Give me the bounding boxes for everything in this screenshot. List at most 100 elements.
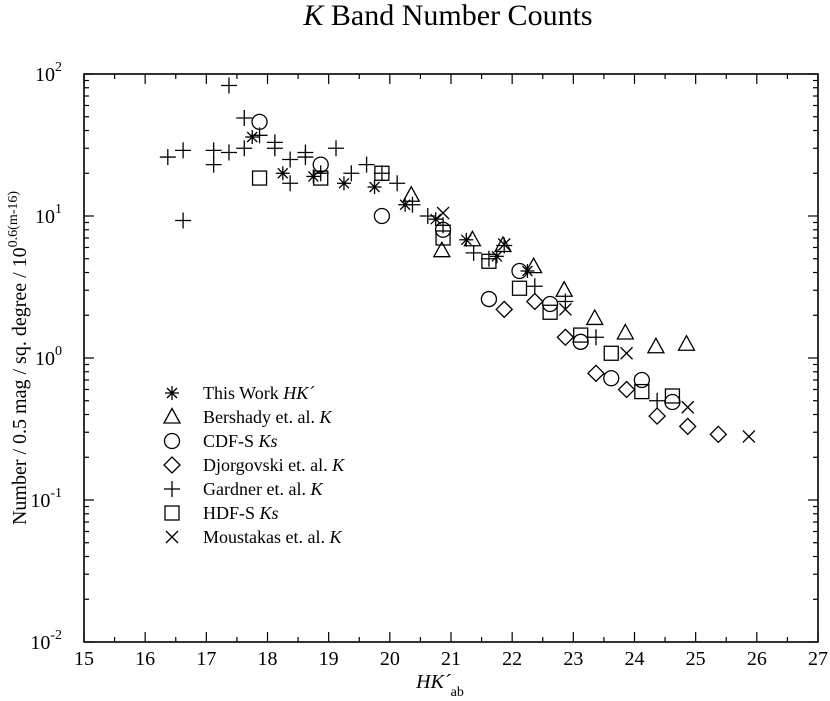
x-tick-label: 26 [747, 648, 767, 670]
data-point [649, 392, 666, 409]
y-tick-label: 100 [35, 344, 62, 370]
series-6 [436, 206, 756, 443]
data-point [432, 240, 451, 258]
data-point [205, 142, 222, 159]
data-point [681, 400, 695, 414]
x-tick-label: 15 [74, 648, 94, 670]
data-point [220, 144, 237, 161]
legend-label: Gardner et. al. K [203, 479, 323, 499]
data-point [435, 230, 451, 246]
data-point [664, 393, 681, 411]
data-point [373, 207, 391, 225]
x-tick-label: 17 [196, 648, 216, 670]
data-point [617, 380, 636, 399]
data-point [603, 370, 620, 387]
x-tick-label: 16 [135, 648, 155, 670]
x-axis-label: HK´ab [415, 671, 464, 700]
series-3 [495, 292, 728, 444]
data-point [633, 371, 650, 389]
y-tick-label: 102 [35, 60, 62, 86]
data-point [495, 300, 514, 319]
x-tick-label: 25 [686, 648, 706, 670]
data-point [436, 206, 450, 220]
data-point [374, 165, 390, 181]
data-point [496, 237, 513, 254]
data-point [251, 127, 268, 144]
data-point [541, 295, 559, 313]
x-tick-label: 24 [625, 648, 645, 670]
legend-label: CDF-S Ks [203, 431, 278, 451]
data-point [556, 328, 575, 347]
data-point [489, 249, 504, 264]
data-point [389, 175, 406, 192]
legend-label: Djorgovski et. al. K [203, 455, 345, 475]
data-point [459, 232, 474, 247]
data-point [524, 256, 543, 274]
data-point [313, 170, 329, 186]
data-point [648, 407, 667, 425]
data-point [742, 430, 756, 443]
legend-marker [163, 432, 181, 450]
data-point [557, 293, 574, 310]
data-points [159, 77, 756, 444]
data-point [493, 235, 513, 253]
data-point [587, 364, 605, 383]
legend-label: Bershady et. al. K [203, 407, 332, 427]
data-point [616, 323, 635, 340]
data-point [555, 280, 574, 297]
x-tick-label: 18 [258, 648, 278, 670]
data-point [573, 327, 589, 343]
data-point [336, 176, 351, 191]
data-point [251, 113, 268, 131]
series-5 [251, 165, 681, 404]
data-point [312, 165, 329, 182]
series-4 [159, 77, 666, 409]
data-point [175, 212, 192, 229]
data-point [585, 308, 604, 326]
series-2 [251, 113, 681, 411]
data-point [463, 229, 482, 247]
data-point [220, 77, 237, 94]
data-point [481, 253, 497, 269]
data-point [404, 196, 421, 213]
legend-item: Djorgovski et. al. K [163, 455, 345, 475]
legend-marker [165, 386, 179, 400]
legend-item: CDF-S Ks [163, 431, 278, 451]
y-tick-labels: 102 101 100 10-1 10-2 [30, 60, 62, 654]
data-point [465, 244, 482, 261]
data-point [620, 346, 634, 360]
legend-marker [163, 456, 181, 474]
data-point [175, 142, 192, 159]
data-point [367, 180, 382, 195]
data-point [236, 140, 253, 157]
data-point [236, 109, 253, 126]
x-tick-label: 23 [563, 648, 583, 670]
x-tick-label: 19 [319, 648, 339, 670]
x-tick-labels: 15 16 17 18 19 20 21 22 23 24 25 26 27 [74, 648, 828, 670]
legend-label: HDF-S Ks [203, 503, 279, 523]
data-point [159, 149, 176, 166]
data-point [282, 175, 299, 192]
data-point [511, 280, 528, 296]
data-point [511, 262, 528, 280]
data-point [245, 130, 260, 145]
data-point [266, 140, 283, 157]
data-point [373, 165, 390, 182]
data-point [419, 208, 436, 224]
data-point [297, 144, 314, 161]
data-point [558, 302, 572, 316]
data-point [497, 238, 511, 251]
data-point [603, 345, 619, 361]
data-point [542, 304, 558, 320]
data-point [677, 334, 696, 351]
chart-title: K Band Number Counts [302, 0, 592, 32]
data-point [328, 140, 345, 157]
series-1 [402, 185, 696, 354]
data-point [634, 383, 650, 400]
data-point [480, 290, 498, 308]
legend-marker [164, 481, 180, 497]
data-point [646, 336, 666, 354]
data-point [709, 425, 728, 444]
legend-marker [162, 407, 182, 424]
